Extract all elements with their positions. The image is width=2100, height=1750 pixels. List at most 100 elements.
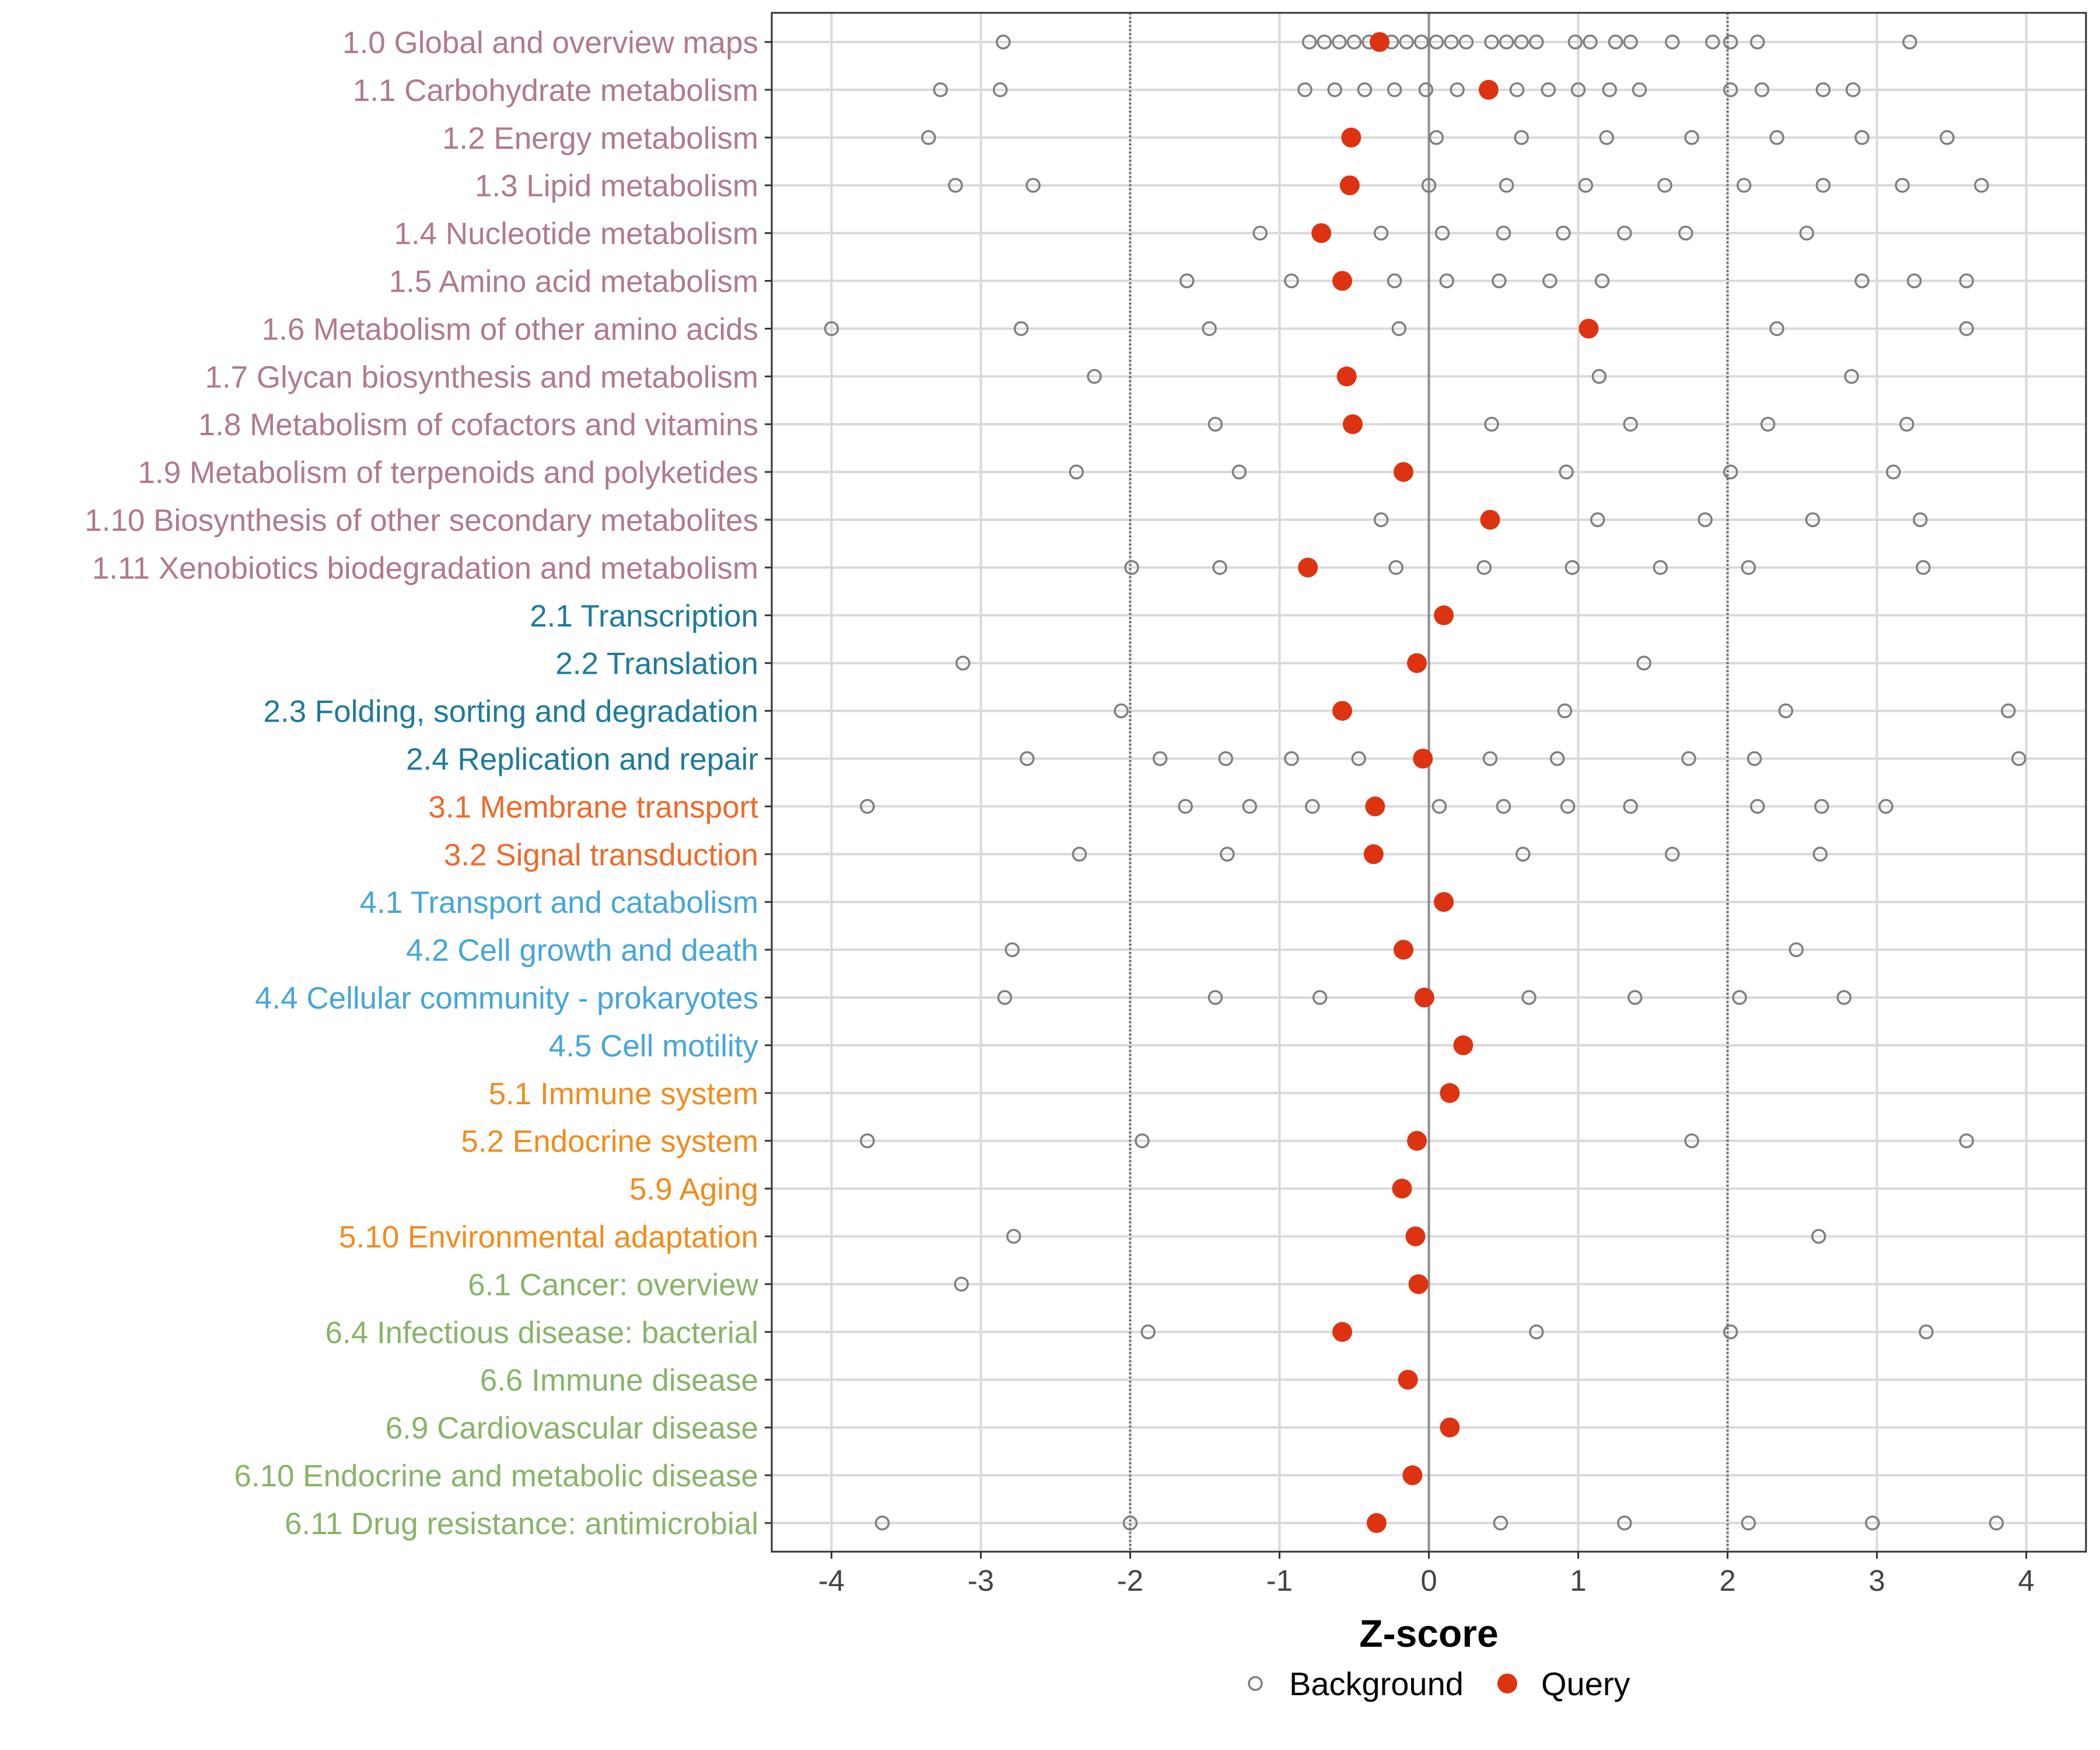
- background-point: [1297, 82, 1312, 97]
- background-point: [1450, 82, 1465, 97]
- category-label: 5.1 Immune system: [489, 1077, 758, 1111]
- background-point: [1845, 82, 1861, 97]
- query-point: [1413, 748, 1433, 769]
- background-point: [1220, 846, 1235, 862]
- background-point: [1578, 177, 1594, 193]
- query-point: [1434, 605, 1454, 625]
- x-tick-label: -4: [818, 1564, 845, 1597]
- category-label: 5.9 Aging: [629, 1172, 758, 1207]
- x-tick-label: -2: [1117, 1564, 1143, 1597]
- background-point: [1854, 273, 1870, 289]
- background-point: [1399, 34, 1414, 50]
- background-point: [1769, 130, 1784, 145]
- background-point: [1865, 1516, 1880, 1531]
- background-point: [1681, 751, 1696, 766]
- query-point: [1370, 32, 1390, 52]
- background-point: [1623, 416, 1638, 432]
- background-point: [1895, 177, 1910, 193]
- category-label: 1.4 Nucleotide metabolism: [394, 217, 758, 251]
- category-label: 1.7 Glycan biosynthesis and metabolism: [205, 360, 758, 394]
- background-point: [1778, 703, 1794, 719]
- category-label: 4.1 Transport and catabolism: [360, 886, 759, 920]
- category-label: 1.9 Metabolism of terpenoids and polyket…: [138, 456, 758, 490]
- background-point: [1799, 225, 1814, 241]
- background-point: [1560, 799, 1576, 814]
- query-point: [1405, 1226, 1426, 1247]
- background-point: [1583, 34, 1598, 50]
- background-point: [1940, 130, 1955, 145]
- category-label: 1.1 Carbohydrate metabolism: [353, 74, 758, 108]
- background-point: [1140, 1324, 1156, 1340]
- query-point: [1453, 1035, 1474, 1055]
- category-label: 1.10 Biosynthesis of other secondary met…: [85, 503, 758, 538]
- background-point: [1570, 82, 1586, 97]
- background-point: [1602, 82, 1618, 97]
- background-point: [1608, 34, 1623, 50]
- query-point: [1363, 844, 1384, 864]
- background-point: [1179, 273, 1195, 289]
- y-axis-category-labels: 1.0 Global and overview maps 1.1 Carbohyd…: [85, 26, 759, 1541]
- background-point: [860, 1133, 875, 1149]
- background-point: [1684, 130, 1699, 145]
- background-point: [1332, 34, 1347, 50]
- category-label: 1.0 Global and overview maps: [342, 26, 758, 60]
- background-point: [1657, 177, 1672, 193]
- background-point: [1736, 177, 1752, 193]
- background-point: [1567, 34, 1583, 50]
- query-point: [1478, 79, 1499, 100]
- background-point: [1959, 321, 1974, 337]
- query-point: [1336, 366, 1357, 387]
- background-point: [860, 799, 875, 814]
- query-point: [1342, 414, 1363, 435]
- background-point: [1418, 82, 1434, 97]
- background-point: [992, 82, 1008, 97]
- background-point: [1444, 34, 1459, 50]
- legend-label: Background: [1289, 1665, 1464, 1702]
- background-point: [1020, 751, 1035, 766]
- background-point: [1072, 846, 1087, 862]
- background-point: [1421, 177, 1437, 193]
- background-point: [1252, 225, 1268, 241]
- background-point: [1684, 1133, 1699, 1149]
- background-point: [1741, 1516, 1756, 1531]
- background-point: [1087, 369, 1102, 384]
- query-points: [1298, 32, 1599, 1533]
- background-point: [955, 655, 971, 671]
- background-point: [1327, 82, 1342, 97]
- background-point: [1284, 273, 1299, 289]
- background-point: [1678, 225, 1693, 241]
- background-point: [1373, 512, 1389, 527]
- category-label: 2.2 Translation: [555, 647, 758, 681]
- category-label: 6.10 Endocrine and metabolic disease: [234, 1459, 758, 1493]
- category-label: 1.11 Xenobiotics biodegradation and meta…: [92, 551, 758, 586]
- x-tick-label: 3: [1868, 1564, 1885, 1597]
- background-point: [1509, 82, 1525, 97]
- query-point: [1393, 462, 1413, 482]
- query-point: [1414, 988, 1434, 1007]
- background-point: [874, 1516, 890, 1531]
- background-point: [1242, 799, 1258, 814]
- background-point: [1628, 990, 1643, 1005]
- background-point: [1623, 799, 1638, 814]
- background-point: [1878, 799, 1894, 814]
- background-point: [1413, 34, 1429, 50]
- category-label: 6.11 Drug resistance: antimicrobial: [285, 1507, 758, 1541]
- category-label: 2.3 Folding, sorting and degradation: [263, 695, 758, 729]
- background-point: [1069, 464, 1084, 480]
- background-point: [1885, 464, 1901, 480]
- background-point: [1916, 560, 1931, 575]
- query-point: [1341, 127, 1362, 148]
- background-point: [1788, 942, 1804, 957]
- background-point: [1653, 560, 1668, 575]
- x-tick-label: 4: [2018, 1564, 2034, 1597]
- query-point: [1407, 1130, 1427, 1151]
- background-point: [921, 130, 936, 145]
- background-point: [1750, 34, 1765, 50]
- background-point: [1482, 751, 1498, 766]
- background-point: [1496, 799, 1511, 814]
- background-point: [1974, 177, 1989, 193]
- background-point: [1135, 1133, 1150, 1149]
- category-label: 2.4 Replication and repair: [406, 743, 758, 777]
- category-label: 1.3 Lipid metabolism: [475, 169, 758, 204]
- background-point: [1665, 846, 1680, 862]
